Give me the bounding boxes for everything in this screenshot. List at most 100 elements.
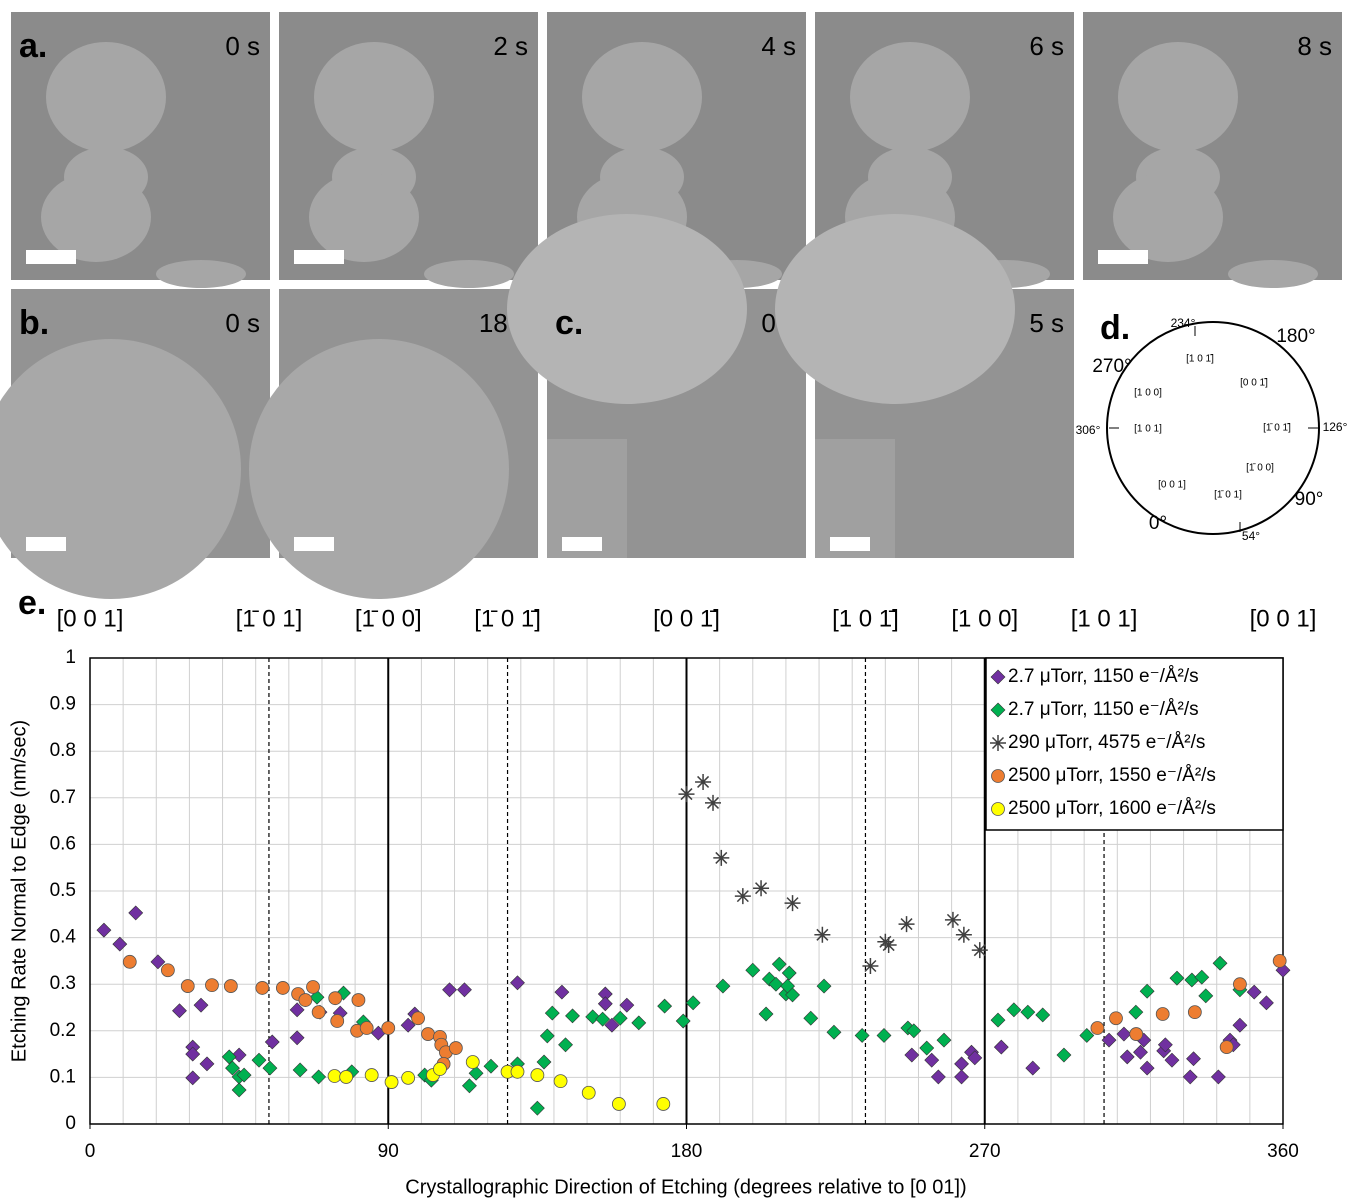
micrograph: 8 s: [1083, 12, 1342, 288]
plot-border: [89, 657, 1284, 1125]
diamond-marker: [619, 997, 635, 1013]
micrograph: 2 s: [279, 12, 538, 288]
circle-marker: [327, 1069, 342, 1083]
circle-marker: [1187, 1005, 1202, 1020]
circle-marker: [448, 1041, 463, 1055]
particle: [309, 172, 419, 262]
diamond-marker: [1025, 1060, 1041, 1076]
legend-label: 2500 μTorr, 1550 e⁻/Å²/s: [1008, 765, 1216, 786]
scale-bar: [1098, 250, 1148, 264]
direction-label: [1 0 1̄]: [832, 605, 899, 632]
particle: [1118, 42, 1238, 152]
diamond-marker: [199, 1056, 215, 1072]
x-tick-label: 270: [969, 1141, 1001, 1162]
time-label: 2 s: [493, 31, 528, 61]
time-label: 0 s: [225, 31, 260, 61]
diamond-marker: [185, 1070, 201, 1086]
direction-label: [1 0 1̄]: [1186, 354, 1214, 365]
diamond-marker: [1259, 995, 1274, 1011]
diamond-marker: [1079, 1028, 1095, 1043]
diamond-marker: [565, 1008, 580, 1024]
circle-marker: [306, 980, 320, 994]
diamond-marker: [1169, 970, 1185, 986]
diamond-marker: [675, 1013, 691, 1029]
y-tick-label: 0.9: [50, 694, 76, 715]
diamond-marker: [112, 936, 128, 952]
y-tick-label: 0.4: [50, 927, 77, 948]
y-tick-label: 1: [65, 647, 76, 668]
star-marker: [880, 937, 897, 954]
circle-marker: [205, 978, 219, 993]
diamond-marker: [993, 1039, 1009, 1055]
diamond-marker: [225, 1060, 240, 1076]
circle-marker: [1233, 977, 1247, 992]
panel-label: c.: [555, 304, 583, 342]
y-tick-label: 0: [65, 1113, 76, 1134]
particle: [582, 42, 702, 152]
diamond-marker: [854, 1028, 870, 1043]
diamond-marker: [462, 1078, 477, 1094]
diamond-marker: [231, 1082, 247, 1098]
circle-marker: [122, 954, 137, 969]
diamond-marker: [1116, 1026, 1132, 1042]
diamond-marker: [536, 1054, 552, 1070]
legend-label: 2.7 μTorr, 1150 e⁻/Å²/s: [1008, 666, 1199, 687]
circle-marker: [510, 1064, 525, 1079]
circle-marker: [311, 1005, 326, 1020]
diamond-marker: [1119, 1049, 1135, 1065]
star-marker: [944, 911, 961, 928]
legend-label: 2.7 μTorr, 1150 e⁻/Å²/s: [1008, 699, 1199, 720]
diamond-marker: [919, 1040, 935, 1056]
star-marker: [705, 794, 722, 811]
circle-marker: [339, 1070, 354, 1084]
particle: [46, 42, 166, 152]
diamond-marker: [990, 669, 1006, 685]
diamond-marker: [785, 987, 800, 1003]
y-tick-label: 0.1: [50, 1066, 76, 1087]
diamond-marker: [768, 976, 784, 992]
circle-marker: [1129, 1027, 1144, 1041]
direction-label: [1 0 1]: [1071, 605, 1138, 632]
angle-label: 180°: [1276, 326, 1315, 347]
diamond-marker: [1006, 1002, 1022, 1018]
circle-marker: [160, 963, 175, 978]
panel-label: b.: [19, 304, 49, 342]
y-tick-label: 0.5: [50, 880, 76, 901]
diamond-marker: [781, 965, 797, 981]
diamond-marker: [1198, 988, 1214, 1004]
star-marker: [898, 916, 915, 933]
diamond-marker: [128, 905, 144, 921]
circle-marker: [328, 991, 343, 1006]
particle: [249, 339, 509, 599]
diamond-marker: [745, 962, 761, 978]
y-tick-label: 0.2: [50, 1020, 76, 1041]
star-marker: [734, 888, 751, 905]
particle: [156, 260, 246, 288]
diamond-marker: [262, 1060, 278, 1076]
diamond-marker: [597, 996, 613, 1012]
star-marker: [862, 958, 879, 975]
scale-bar: [26, 250, 76, 264]
diamond-marker: [1246, 984, 1262, 1000]
circle-marker: [223, 979, 238, 993]
diamond-marker: [924, 1052, 940, 1068]
diamond-marker: [185, 1046, 201, 1062]
direction-label: [1̄ 0 0]: [1246, 463, 1274, 474]
circle-marker: [359, 1021, 374, 1035]
direction-label: [1̄ 0 1̄]: [1263, 423, 1291, 434]
circle-marker: [1272, 954, 1287, 968]
angle-label: 54°: [1242, 529, 1260, 543]
diamond-marker: [221, 1049, 237, 1065]
angle-label: 234°: [1171, 316, 1196, 330]
diamond-marker: [612, 1010, 628, 1026]
diamond-marker: [803, 1010, 819, 1026]
star-marker: [784, 895, 801, 912]
circle-marker: [1109, 1011, 1123, 1026]
scale-bar: [830, 537, 870, 551]
diamond-marker: [826, 1024, 842, 1040]
circle-marker: [991, 769, 1005, 783]
time-label: 5 s: [1029, 308, 1064, 338]
x-tick-label: 180: [671, 1141, 703, 1162]
time-label: 6 s: [1029, 31, 1064, 61]
